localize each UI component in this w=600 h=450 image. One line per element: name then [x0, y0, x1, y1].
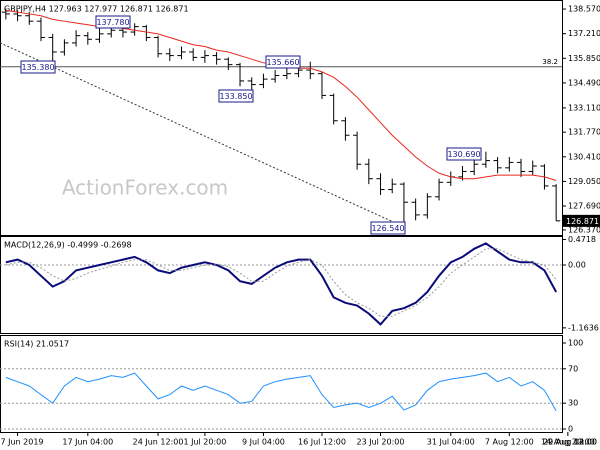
- x-tick-label: 17 Jun 04:00: [62, 438, 113, 447]
- indicator-line: [5, 242, 558, 326]
- annotation-box: [265, 55, 301, 69]
- annotation: 130.690: [447, 150, 480, 159]
- x-tick-label: 29 Aug 12:00: [543, 438, 597, 447]
- x-tick-label: 7 Jun 2019: [0, 438, 43, 447]
- y-tick-label: 126.370: [568, 225, 600, 234]
- indicator-line: [5, 372, 557, 412]
- price-box: [562, 214, 600, 227]
- x-tick-label: 22 Aug 04:00: [543, 438, 597, 447]
- x-tick-label: 31 Jul 04:00: [427, 438, 475, 447]
- x-tick-label: 16 Jul 12:00: [298, 438, 346, 447]
- x-tick-label: 9 Jul 04:00: [242, 438, 285, 447]
- annotation-box: [370, 221, 406, 235]
- x-tick-label: 7 Aug 12:00: [485, 438, 534, 447]
- retracement-label: 38.2: [542, 58, 558, 66]
- x-tick-label: 1 Jul 20:00: [183, 438, 226, 447]
- current-price: 126.871: [566, 217, 599, 226]
- x-tick-label: 24 Jun 12:00: [133, 438, 184, 447]
- y-tick-label: 134.490: [568, 78, 600, 87]
- y-tick-label: 138.570: [568, 5, 600, 14]
- panel-frame: [0, 236, 563, 334]
- indicator-line: [5, 248, 557, 317]
- panel-title: RSI(14) 21.0517: [4, 340, 69, 349]
- annotation-box: [95, 15, 131, 29]
- annotation-box: [20, 60, 56, 74]
- panel-frame: [0, 335, 563, 433]
- annotation: 133.850: [219, 92, 252, 101]
- y-tick-label: 100: [568, 338, 583, 347]
- trend-line: [0, 42, 405, 228]
- y-tick-label: -1.1636: [568, 323, 599, 332]
- annotation: 137.780: [96, 18, 129, 27]
- x-tick-label: 14 Aug 20:00: [541, 438, 595, 447]
- y-tick-label: 137.210: [568, 29, 600, 38]
- y-tick-label: 70: [568, 364, 578, 373]
- watermark: ActionForex.com: [62, 176, 228, 200]
- y-tick-label: 30: [568, 399, 578, 408]
- y-tick-label: 0.00: [568, 261, 586, 270]
- y-tick-label: 133.110: [568, 103, 600, 112]
- y-tick-label: 135.850: [568, 54, 600, 63]
- y-tick-label: 0.4718: [568, 235, 596, 244]
- annotation-box: [218, 89, 254, 103]
- y-tick-label: 0: [568, 424, 573, 433]
- panel-title: MACD(12,26,9) -0.4999 -0.2698: [4, 241, 132, 250]
- y-tick-label: 131.770: [568, 128, 600, 137]
- y-tick-label: 130.410: [568, 152, 600, 161]
- y-tick-label: 127.690: [568, 202, 600, 211]
- x-tick-label: 23 Jul 20:00: [357, 438, 405, 447]
- annotation: 135.660: [266, 58, 299, 67]
- annotation-box: [446, 147, 482, 161]
- y-tick-label: 129.050: [568, 177, 600, 186]
- annotation: 135.380: [21, 63, 54, 72]
- panel-title: GBPJPY,H4 127.963 127.977 126.871 126.87…: [4, 5, 189, 14]
- panel-frame: [0, 0, 563, 236]
- annotation: 126.540: [371, 224, 404, 233]
